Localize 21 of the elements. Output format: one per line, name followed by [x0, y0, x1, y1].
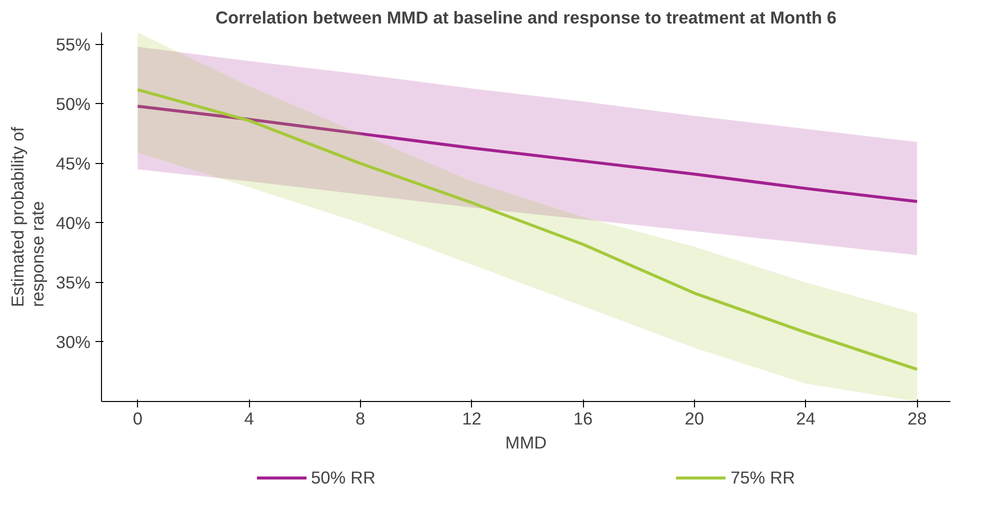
line-series: [136, 88, 919, 371]
x-tick-label: 4: [244, 408, 254, 428]
y-tick-label: 40%: [56, 212, 91, 233]
x-tick-label: 8: [356, 408, 366, 428]
x-tick-label: 24: [796, 408, 816, 428]
y-tick-label: 55%: [56, 34, 91, 54]
line-series: [136, 104, 919, 204]
legend-label: 50% RR: [310, 467, 376, 488]
y-tick-label: 45%: [56, 153, 91, 174]
x-tick-label: 0: [132, 408, 143, 428]
x-tick-label: 12: [462, 408, 482, 428]
x-axis-title: MMD: [505, 432, 547, 452]
legend-label: 75% RR: [730, 467, 796, 488]
y-tick-label: 30%: [56, 332, 91, 352]
x-tick-label: 28: [907, 408, 927, 428]
y-axis-title: Estimated probability of response rate: [8, 126, 48, 308]
y-tick-label: 50%: [56, 94, 91, 114]
y-tick-label: 35%: [56, 272, 91, 292]
x-tick-label: 16: [573, 408, 593, 428]
x-tick-label: 20: [684, 408, 704, 428]
chart-title: Correlation between MMD at baseline and response to treatment at Month 6: [215, 8, 837, 28]
